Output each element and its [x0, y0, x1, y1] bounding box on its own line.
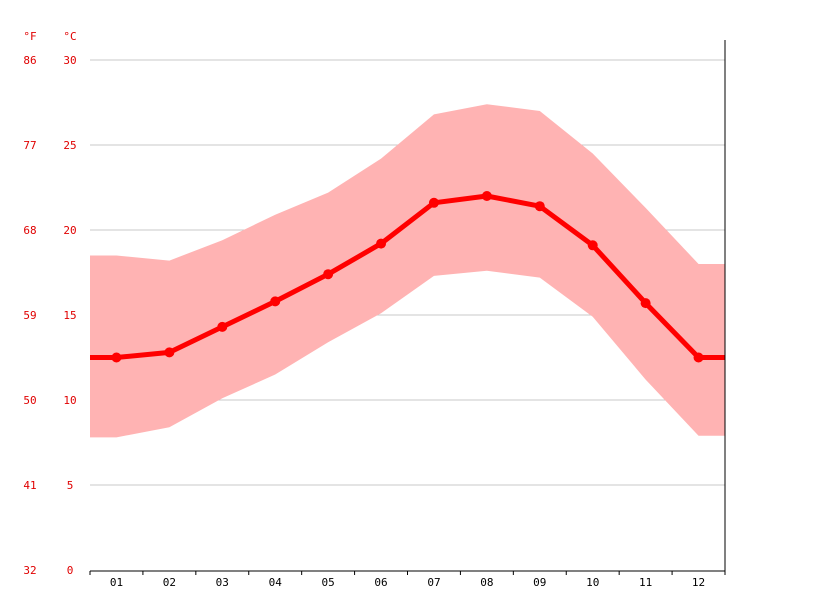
x-tick-label: 08	[480, 576, 493, 589]
x-tick-label: 06	[374, 576, 387, 589]
average-temperature-line	[90, 193, 725, 360]
x-tick-label: 11	[639, 576, 652, 589]
y-tick-label-celsius: 15	[63, 309, 76, 322]
y-tick-label-fahrenheit: 77	[23, 139, 36, 152]
y-tick-label-celsius: 10	[63, 394, 76, 407]
y-tick-label-fahrenheit: 41	[23, 479, 36, 492]
data-points	[111, 191, 704, 363]
x-tick-label: 09	[533, 576, 546, 589]
y-tick-label-fahrenheit: 59	[23, 309, 36, 322]
y-tick-label-fahrenheit: 68	[23, 224, 36, 237]
fahrenheit-unit-label: °F	[23, 30, 36, 43]
y-tick-label-celsius: 30	[63, 54, 76, 67]
data-point	[270, 296, 281, 307]
data-point	[376, 238, 387, 249]
y-tick-label-fahrenheit: 86	[23, 54, 36, 67]
data-point	[640, 298, 651, 309]
temperature-range-band	[90, 104, 725, 438]
data-point	[323, 269, 334, 280]
x-tick-label: 01	[110, 576, 123, 589]
data-point	[534, 201, 545, 212]
x-tick-label: 07	[427, 576, 440, 589]
y-tick-label-fahrenheit: 32	[23, 564, 36, 577]
x-tick-label: 04	[269, 576, 283, 589]
data-point	[217, 321, 228, 332]
y-tick-label-celsius: 20	[63, 224, 76, 237]
x-tick-label: 03	[216, 576, 229, 589]
x-tick-label: 05	[322, 576, 335, 589]
data-point	[111, 352, 122, 363]
y-tick-label-celsius: 0	[67, 564, 74, 577]
data-point	[428, 197, 439, 208]
axes	[89, 40, 726, 575]
celsius-unit-label: °C	[63, 30, 76, 43]
y-tick-label-fahrenheit: 50	[23, 394, 36, 407]
x-tick-label: 12	[692, 576, 705, 589]
y-tick-label-celsius: 5	[67, 479, 74, 492]
data-point	[587, 240, 598, 251]
data-point	[164, 347, 175, 358]
data-point	[481, 191, 492, 201]
x-tick-label: 02	[163, 576, 176, 589]
data-point	[693, 352, 704, 363]
x-tick-label: 10	[586, 576, 599, 589]
y-tick-label-celsius: 25	[63, 139, 76, 152]
